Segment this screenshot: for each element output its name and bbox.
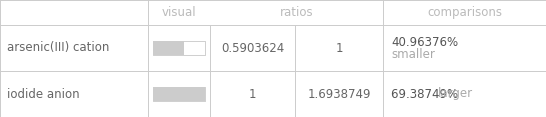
Text: visual: visual — [162, 6, 197, 19]
Bar — [153, 41, 205, 55]
Text: 69.38749%: 69.38749% — [391, 88, 462, 101]
Text: larger: larger — [438, 88, 473, 101]
Bar — [153, 87, 205, 101]
Text: ratios: ratios — [280, 6, 313, 19]
Text: 1.6938749: 1.6938749 — [307, 88, 371, 101]
Bar — [153, 87, 205, 101]
Bar — [153, 41, 183, 55]
Bar — [153, 87, 205, 101]
Text: iodide anion: iodide anion — [7, 88, 80, 101]
Bar — [153, 41, 205, 55]
Text: 1: 1 — [249, 88, 256, 101]
Text: 1: 1 — [335, 42, 343, 55]
Text: comparisons: comparisons — [427, 6, 502, 19]
Text: 40.96376%: 40.96376% — [391, 35, 458, 49]
Text: arsenic(III) cation: arsenic(III) cation — [7, 42, 109, 55]
Text: smaller: smaller — [391, 49, 435, 62]
Text: 0.5903624: 0.5903624 — [221, 42, 284, 55]
